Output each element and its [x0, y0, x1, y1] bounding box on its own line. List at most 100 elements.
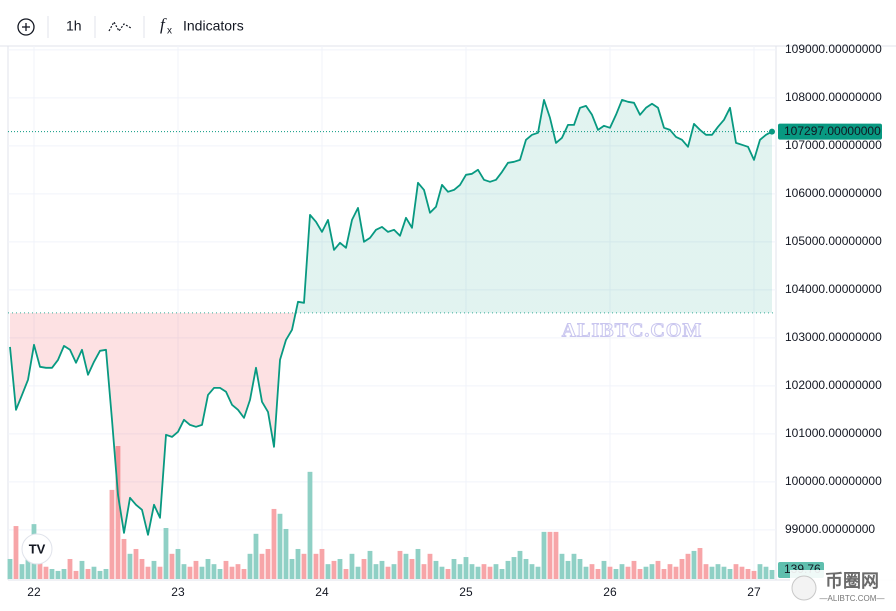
x-tick-label: 27 [747, 585, 761, 599]
price-line [9, 99, 773, 536]
x-tick-label: 24 [315, 585, 329, 599]
volume-bar [763, 566, 769, 579]
last-point [768, 128, 775, 135]
volume-bar [583, 566, 589, 579]
volume-bar [133, 548, 139, 579]
volume-bar [235, 564, 241, 579]
toolbar: 1h f x Indicators [17, 15, 244, 38]
volume-bar [523, 558, 529, 579]
volume-bar [175, 548, 181, 579]
volume-bar [355, 566, 361, 579]
y-tick-label: 102000.00000000 [785, 378, 882, 392]
x-tick-label: 26 [603, 585, 617, 599]
volume-bar [595, 568, 601, 579]
volume-bar [613, 568, 619, 579]
y-tick-label: 100000.00000000 [785, 474, 882, 488]
last-price-label: 107297.00000000 [784, 124, 881, 138]
volume-bar [205, 558, 211, 579]
volume-bar [85, 568, 91, 579]
volume-bar [253, 533, 259, 579]
volume-bar [505, 560, 511, 579]
volume-bar [265, 548, 271, 579]
volume-bar [559, 553, 565, 579]
volume-bar [19, 564, 25, 579]
volume-bar [655, 560, 661, 579]
volume-bar [7, 558, 13, 579]
volume-bar [685, 553, 691, 579]
volume-bar [325, 564, 331, 579]
svg-text:TV: TV [29, 541, 46, 556]
x-tick-label: 25 [459, 585, 473, 599]
area-fill [9, 99, 773, 535]
chart-type-button[interactable] [108, 20, 132, 33]
volume-bar [73, 570, 79, 579]
volume-bar [481, 564, 487, 579]
fx-icon: x [167, 26, 172, 37]
volume-bar [145, 566, 151, 579]
volume-bar [439, 566, 445, 579]
volume-bar [553, 531, 559, 579]
volume-bar [163, 527, 169, 579]
watermark: ALIBTC.COM [562, 320, 703, 342]
tv-logo: TV [21, 533, 53, 565]
logo-site: —ALIBTC.COM— [820, 594, 885, 603]
volume-bar [79, 560, 85, 579]
volume-bar [391, 564, 397, 579]
volume-bar [259, 553, 265, 579]
volume-bar [307, 471, 313, 579]
volume-bar [229, 566, 235, 579]
interval-button[interactable]: 1h [66, 18, 82, 34]
volume-bar [535, 566, 541, 579]
volume-bar [289, 558, 295, 579]
volume-bar [673, 566, 679, 579]
volume-bar [517, 550, 523, 579]
y-tick-label: 103000.00000000 [785, 330, 882, 344]
volume-bar [55, 570, 61, 579]
volume-bar [625, 566, 631, 579]
volume-bar [313, 553, 319, 579]
volume-bar [649, 564, 655, 579]
volume-bar [37, 553, 43, 579]
volume-bar [211, 564, 217, 579]
volume-bar [499, 568, 505, 579]
volume-bar [217, 568, 223, 579]
volume-bar [757, 564, 763, 579]
volume-bar [601, 560, 607, 579]
volume-bar [577, 558, 583, 579]
fx-icon: f [160, 15, 167, 34]
volume-bar [463, 557, 469, 579]
indicators-button[interactable]: Indicators [183, 18, 244, 34]
volume-bar [121, 538, 127, 579]
y-tick-label: 101000.00000000 [785, 426, 882, 440]
volume-bar [43, 566, 49, 579]
volume-bar [745, 568, 751, 579]
volume-bar [571, 553, 577, 579]
volume-bar [415, 548, 421, 579]
volume-bar [691, 550, 697, 579]
last-price-box [778, 123, 882, 140]
volume-bar [589, 564, 595, 579]
volume-bar [643, 566, 649, 579]
volume-bar [427, 553, 433, 579]
volume-bar [739, 566, 745, 579]
volume-bar [679, 558, 685, 579]
volume-bar [475, 566, 481, 579]
volume-bar [709, 566, 715, 579]
volume-bar [619, 564, 625, 579]
volume-bar [61, 568, 67, 579]
volume-bar [727, 568, 733, 579]
volume-bar [607, 566, 613, 579]
add-button[interactable] [17, 18, 35, 36]
volume-bar [223, 560, 229, 579]
volume-bar [721, 566, 727, 579]
volume-bar [199, 566, 205, 579]
logo-name: 币圈网 [825, 571, 879, 591]
y-tick-label: 106000.00000000 [785, 186, 882, 200]
volume-bar [511, 557, 517, 579]
y-tick-label: 104000.00000000 [785, 282, 882, 296]
volume-bar [457, 564, 463, 579]
volume-bar [403, 553, 409, 579]
volume-bar [367, 550, 373, 579]
volume-bar [373, 564, 379, 579]
